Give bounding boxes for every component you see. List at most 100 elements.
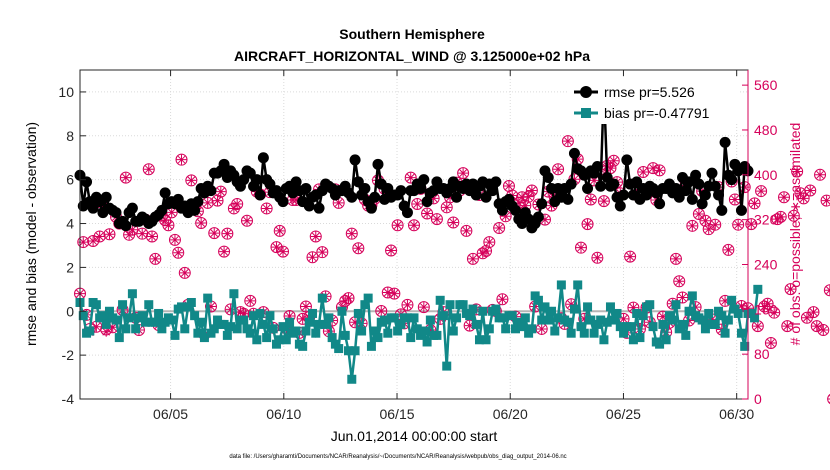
obs-possible-marker bbox=[784, 283, 797, 296]
bias-marker bbox=[91, 300, 101, 310]
obs-possible-marker bbox=[755, 185, 768, 198]
bias-marker bbox=[615, 322, 625, 332]
y2-tick-label: 400 bbox=[754, 167, 778, 183]
bias-marker bbox=[101, 319, 111, 329]
obs-possible-marker bbox=[692, 208, 705, 221]
obs-possible-marker bbox=[168, 233, 181, 246]
obs-possible-marker bbox=[581, 218, 594, 231]
rmse-marker bbox=[303, 200, 315, 212]
bias-marker bbox=[275, 335, 285, 345]
obs-assimilated-marker bbox=[798, 193, 809, 204]
obs-assimilated-marker bbox=[431, 214, 442, 225]
bias-marker bbox=[180, 324, 190, 334]
rmse-marker bbox=[608, 178, 620, 190]
obs-assimilated-marker bbox=[654, 165, 665, 176]
obs-assimilated-marker bbox=[127, 224, 138, 235]
obs-possible-marker bbox=[624, 250, 637, 263]
y-axis-left: -4 -2 0 2 4 6 8 10 bbox=[58, 84, 86, 407]
obs-assimilated-marker bbox=[202, 197, 213, 208]
bias-marker bbox=[321, 319, 331, 329]
obs-assimilated-marker bbox=[598, 196, 609, 207]
obs-assimilated-marker bbox=[566, 299, 577, 310]
obs-assimilated-marker bbox=[209, 228, 220, 239]
bias-marker bbox=[186, 297, 196, 307]
obs-assimilated-marker bbox=[297, 313, 308, 324]
obs-possible-marker bbox=[552, 163, 565, 176]
rmse-marker bbox=[81, 176, 93, 188]
obs-assimilated-marker bbox=[769, 307, 780, 318]
rmse-marker bbox=[290, 176, 302, 188]
obs-assimilated-marker bbox=[710, 219, 721, 230]
rmse-marker bbox=[562, 193, 574, 205]
rmse-marker bbox=[614, 200, 626, 212]
obs-possible-marker bbox=[77, 236, 90, 249]
bias-marker bbox=[625, 322, 635, 332]
obs-assimilated-marker bbox=[428, 193, 439, 204]
bias-marker bbox=[226, 322, 236, 332]
bias-marker bbox=[353, 308, 363, 318]
obs-possible-marker bbox=[421, 207, 434, 220]
bias-marker bbox=[717, 311, 727, 321]
bias-marker bbox=[255, 308, 265, 318]
obs-assimilated-marker bbox=[228, 203, 239, 214]
bias-marker bbox=[419, 326, 429, 336]
obs-assimilated-marker bbox=[625, 251, 636, 262]
obs-assimilated-marker bbox=[657, 311, 668, 322]
obs-possible-marker bbox=[273, 224, 286, 237]
rmse-marker bbox=[346, 191, 358, 203]
bias-marker bbox=[357, 326, 367, 336]
obs-assimilated-marker bbox=[572, 154, 583, 165]
rmse-marker bbox=[257, 152, 269, 164]
bias-marker bbox=[700, 324, 710, 334]
obs-possible-marker bbox=[103, 228, 116, 241]
bias-marker bbox=[193, 328, 203, 338]
y2-tick-label: 0 bbox=[754, 391, 762, 407]
obs-assimilated-marker bbox=[746, 219, 757, 230]
obs-assimilated-marker bbox=[310, 231, 321, 242]
bias-marker bbox=[661, 335, 671, 345]
obs-assimilated-marker bbox=[608, 155, 619, 166]
obs-assimilated-marker bbox=[811, 321, 822, 332]
obs-possible-marker bbox=[561, 135, 574, 148]
bias-marker bbox=[442, 361, 452, 371]
obs-possible-marker bbox=[221, 227, 234, 240]
obs-assimilated-marker bbox=[500, 211, 511, 222]
obs-possible-marker bbox=[457, 167, 470, 180]
obs-possible-marker bbox=[804, 184, 817, 197]
y-tick-label: 8 bbox=[66, 128, 74, 144]
bias-marker bbox=[291, 326, 301, 336]
rmse-marker bbox=[591, 161, 603, 173]
bias-marker bbox=[645, 300, 655, 310]
obs-possible-marker bbox=[686, 219, 699, 232]
obs-assimilated-marker bbox=[782, 321, 793, 332]
obs-possible-marker bbox=[352, 242, 365, 255]
obs-assimilated-marker bbox=[307, 252, 318, 263]
obs-assimilated-marker bbox=[186, 175, 197, 186]
obs-possible-marker bbox=[241, 214, 253, 227]
bias-marker bbox=[491, 304, 501, 314]
obs-assimilated-marker bbox=[78, 237, 89, 248]
obs-possible-marker bbox=[466, 252, 479, 265]
obs-assimilated-marker bbox=[703, 224, 714, 235]
obs-assimilated-marker bbox=[729, 194, 740, 205]
rmse-marker bbox=[451, 191, 463, 203]
y2-tick-label: 240 bbox=[754, 256, 778, 272]
legend-rmse-label: rmse pr=5.526 bbox=[604, 84, 695, 100]
rmse-marker bbox=[349, 154, 361, 166]
bias-marker bbox=[157, 324, 167, 334]
bias-marker bbox=[658, 319, 668, 329]
obs-assimilated-marker bbox=[756, 186, 767, 197]
y2-tick-label: 160 bbox=[754, 301, 778, 317]
legend-bias-marker bbox=[581, 108, 591, 118]
obs-possible-marker bbox=[172, 246, 185, 259]
bias-marker bbox=[327, 333, 337, 343]
rmse-marker bbox=[418, 174, 430, 186]
obs-possible-marker bbox=[119, 171, 132, 184]
obs-assimilated-marker bbox=[765, 337, 776, 348]
bias-marker bbox=[127, 289, 137, 299]
obs-assimilated-marker bbox=[788, 210, 799, 221]
y-tick-label: 6 bbox=[66, 172, 74, 188]
rmse-marker bbox=[716, 204, 728, 216]
obs-assimilated-marker bbox=[343, 293, 354, 304]
bias-marker bbox=[383, 328, 393, 338]
